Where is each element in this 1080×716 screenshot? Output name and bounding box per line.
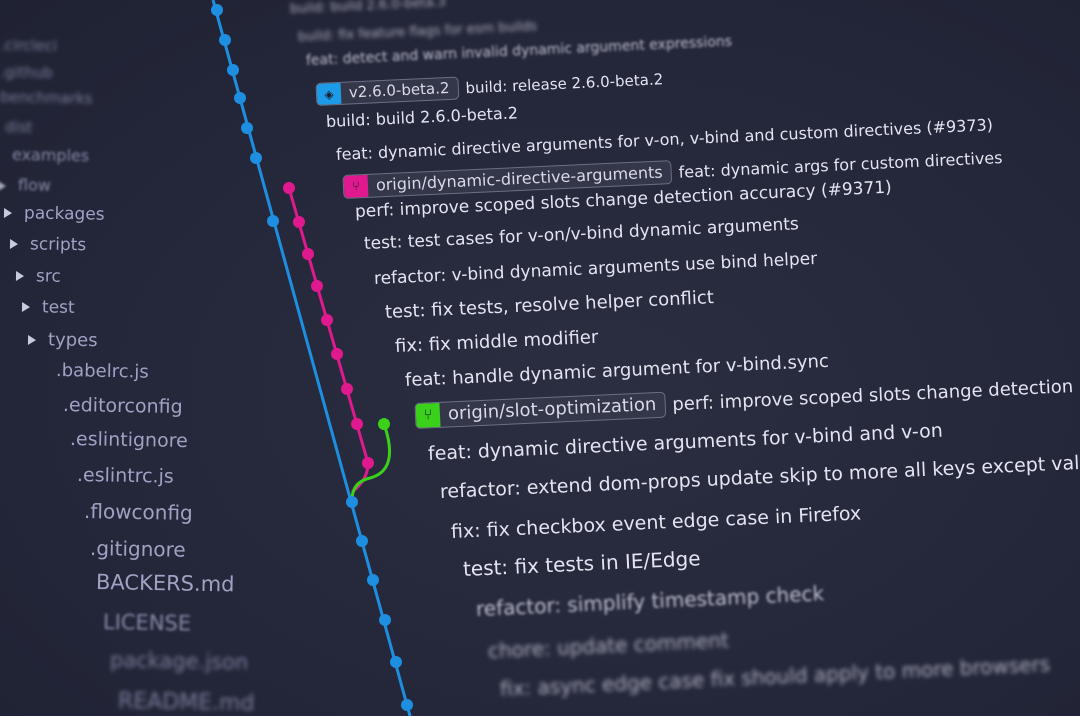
commit-dot	[267, 215, 279, 227]
commit-dot	[234, 92, 246, 104]
commit-dot	[227, 64, 239, 76]
commit-dot	[311, 280, 323, 292]
commit-dot	[293, 216, 305, 228]
commit-dot	[341, 383, 353, 395]
commit-dot	[302, 248, 314, 260]
commit-dot	[283, 182, 295, 194]
commit-dot	[379, 614, 391, 626]
commit-dot	[356, 535, 368, 547]
commit-dot	[219, 34, 231, 46]
commit-dot	[401, 699, 413, 711]
tag-icon: ◈	[316, 83, 342, 106]
ref-label: v2.6.0-beta.2	[348, 79, 450, 102]
commit-dot	[378, 418, 390, 430]
branch-icon: ⑂	[415, 403, 441, 429]
commit-dot	[346, 496, 358, 508]
commit-dot	[390, 656, 402, 668]
commit-dot	[331, 348, 343, 360]
commit-dot	[211, 4, 223, 16]
commit-dot	[367, 574, 379, 586]
slot-branch-line	[350, 423, 392, 501]
commit-dot	[250, 152, 262, 164]
branch-icon: ⑂	[343, 174, 369, 198]
commit-dot	[321, 314, 333, 326]
feature-branch-line	[287, 187, 370, 494]
master-branch-line	[211, 0, 412, 716]
commit-dot	[351, 418, 363, 430]
commit-dot	[362, 457, 374, 469]
commit-dot	[241, 122, 253, 134]
